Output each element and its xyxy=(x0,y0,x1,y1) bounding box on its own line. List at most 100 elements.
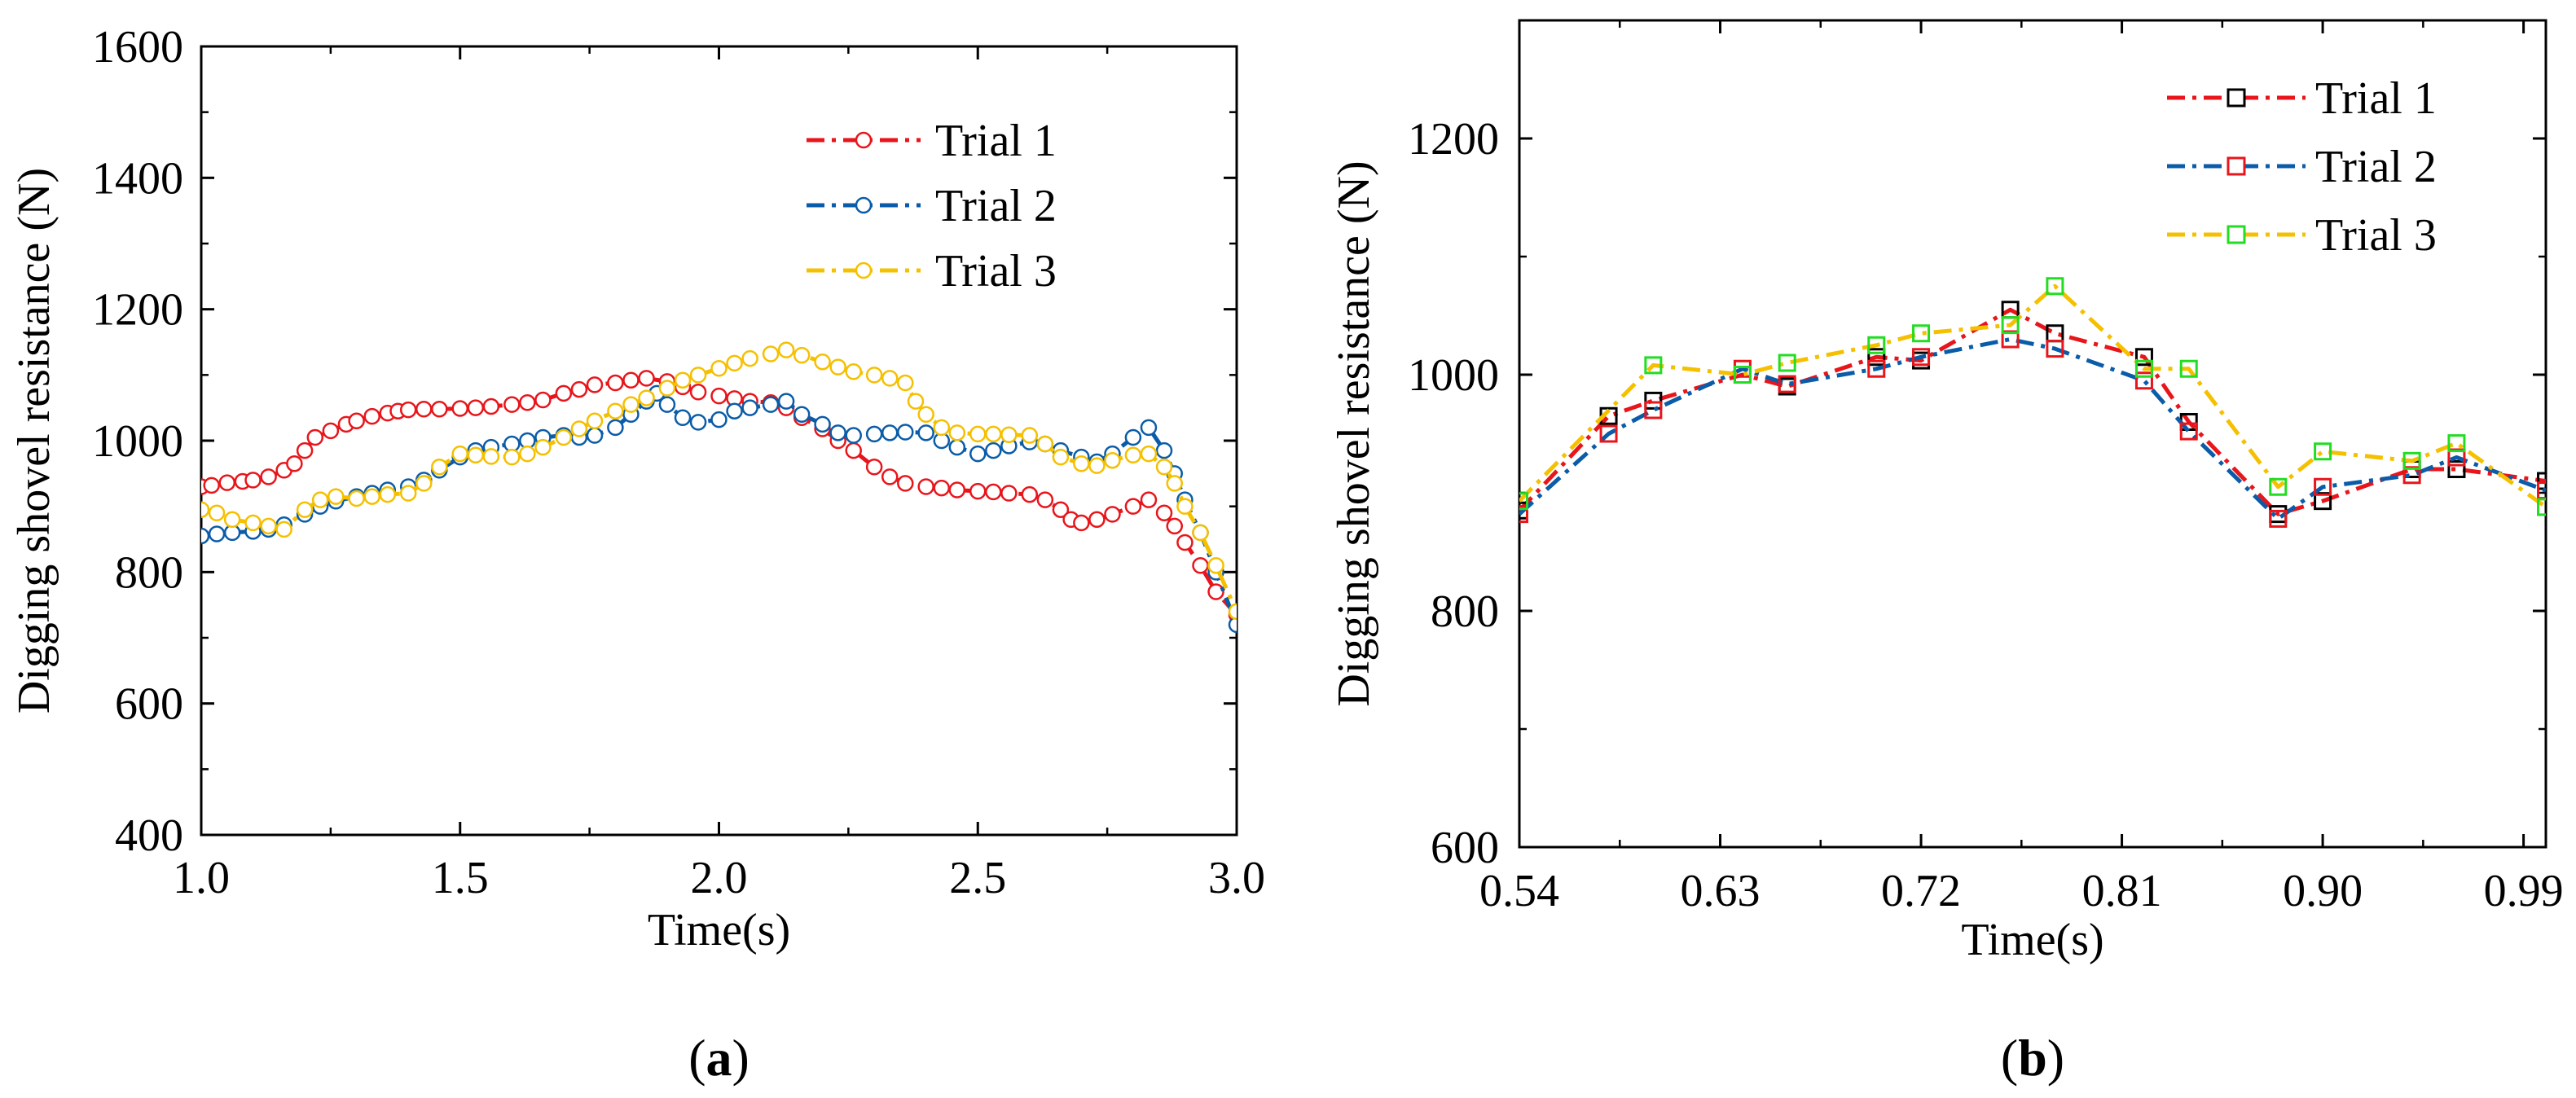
data-point-trial-2 xyxy=(586,427,604,444)
data-point-trial-2 xyxy=(2402,466,2421,485)
data-point-trial-1 xyxy=(897,475,914,492)
y-tick-label: 400 xyxy=(115,810,183,861)
data-point-trial-1 xyxy=(534,391,552,409)
x-tick-label: 1.0 xyxy=(173,853,230,903)
data-point-trial-3 xyxy=(1052,448,1070,466)
data-point-trial-1 xyxy=(1124,498,1142,515)
data-point-trial-3 xyxy=(363,488,380,505)
panel-label-letter: a xyxy=(706,1029,732,1087)
y-axis-title: Digging shovel resistance (N) xyxy=(1329,160,1379,706)
data-point-trial-3 xyxy=(845,363,862,380)
data-point-trial-1 xyxy=(2537,472,2546,490)
data-point-trial-2 xyxy=(762,396,780,413)
data-point-trial-3 xyxy=(431,459,448,476)
y-tick-label: 1600 xyxy=(92,22,183,72)
data-point-trial-1 xyxy=(322,422,340,440)
data-point-trial-1 xyxy=(503,396,521,413)
data-point-trial-3 xyxy=(793,346,811,364)
data-point-trial-3 xyxy=(311,491,329,508)
data-point-trial-2 xyxy=(1867,359,1886,378)
data-point-trial-1 xyxy=(881,468,899,485)
data-point-trial-3 xyxy=(881,370,899,387)
data-point-trial-3 xyxy=(482,448,500,465)
data-point-trial-3 xyxy=(622,396,640,413)
y-tick-label: 1400 xyxy=(92,153,183,204)
data-point-trial-3 xyxy=(2447,434,2466,453)
x-tick-label: 2.5 xyxy=(949,853,1006,903)
data-point-trial-1 xyxy=(1166,517,1183,535)
data-point-trial-1 xyxy=(467,399,485,416)
data-point-trial-3 xyxy=(897,374,914,392)
plot-frame xyxy=(200,45,1238,837)
data-point-trial-3 xyxy=(1207,557,1224,574)
data-point-trial-1 xyxy=(431,401,448,418)
legend-marker-trial-1 xyxy=(855,131,873,149)
data-point-trial-2 xyxy=(948,438,966,456)
y-tick-label: 1200 xyxy=(1408,114,1499,165)
x-tick-label: 0.63 xyxy=(1681,866,1761,916)
data-point-trial-3 xyxy=(379,485,397,503)
legend-label-trial-1: Trial 1 xyxy=(935,116,1057,166)
data-point-trial-1 xyxy=(260,468,277,485)
data-point-trial-3 xyxy=(1867,336,1886,354)
y-tick-label: 1200 xyxy=(92,285,183,336)
data-point-trial-3 xyxy=(1073,455,1090,472)
data-point-trial-1 xyxy=(451,400,468,417)
data-point-trial-2 xyxy=(689,414,707,431)
series-line-trial-2 xyxy=(1519,337,2546,521)
legend: Trial 1 Trial 2 Trial 3 xyxy=(807,116,1057,296)
y-tick-label: 600 xyxy=(1431,823,1499,873)
data-point-trial-1 xyxy=(203,477,220,494)
data-point-trial-1 xyxy=(1644,391,1663,410)
data-point-trial-2 xyxy=(1155,441,1173,459)
data-point-trial-3 xyxy=(2402,451,2421,470)
panel-label-close: ) xyxy=(732,1029,750,1087)
data-point-trial-3 xyxy=(985,425,1002,443)
legend-label-trial-2: Trial 2 xyxy=(2315,142,2437,192)
data-point-trial-1 xyxy=(415,401,433,418)
chart-panel-b: 600 800 1000 1200 0.54 0.63 0.72 0.81 0.90 0.99 Ti… xyxy=(1329,19,2564,1087)
data-point-trial-2 xyxy=(814,415,831,433)
data-point-trial-2 xyxy=(201,527,210,545)
data-point-trial-3 xyxy=(689,367,707,384)
data-point-trial-3 xyxy=(1778,354,1796,372)
data-point-trial-3 xyxy=(907,393,925,410)
x-tick-label: 0.99 xyxy=(2484,866,2564,916)
data-point-trial-3 xyxy=(762,345,780,362)
data-point-trial-2 xyxy=(2134,371,2153,390)
data-point-trial-3 xyxy=(2537,498,2546,516)
legend-label-trial-3: Trial 3 xyxy=(935,246,1057,296)
data-point-trial-3 xyxy=(327,488,345,505)
data-point-trial-1 xyxy=(1207,583,1224,600)
data-point-trial-3 xyxy=(1000,426,1018,443)
legend-label-trial-1: Trial 1 xyxy=(2315,73,2437,124)
data-point-trial-3 xyxy=(933,419,951,437)
data-point-trial-3 xyxy=(1021,427,1039,444)
data-point-trial-2 xyxy=(1124,428,1142,446)
y-axis-title: Digging shovel resistance (N) xyxy=(9,168,59,714)
data-point-trial-1 xyxy=(399,401,417,419)
data-point-trial-3 xyxy=(519,445,536,463)
x-tick-label: 2.0 xyxy=(691,853,748,903)
data-point-trial-2 xyxy=(1228,616,1237,634)
data-point-trial-3 xyxy=(1124,446,1142,463)
plot-frame xyxy=(1518,19,2547,849)
data-point-trial-2 xyxy=(845,427,862,444)
data-point-trial-3 xyxy=(2314,442,2332,461)
data-point-trial-3 xyxy=(1155,459,1173,476)
data-point-trial-3 xyxy=(969,425,987,443)
data-point-trial-2 xyxy=(2046,340,2064,358)
data-point-trial-3 xyxy=(555,428,573,446)
data-point-trial-3 xyxy=(2179,359,2198,378)
data-point-trial-3 xyxy=(814,353,831,371)
legend-label-trial-2: Trial 2 xyxy=(935,181,1057,231)
data-point-trial-3 xyxy=(1036,435,1054,453)
panel-label-open: ( xyxy=(2001,1029,2018,1087)
y-tick-label: 800 xyxy=(115,547,183,598)
y-tick-label: 1000 xyxy=(1408,350,1499,401)
data-point-trial-2 xyxy=(917,424,934,441)
data-point-trial-1 xyxy=(348,412,365,430)
legend-marker-trial-2 xyxy=(855,196,873,214)
data-point-trial-3 xyxy=(1192,524,1209,542)
panel-label-open: ( xyxy=(688,1029,706,1087)
